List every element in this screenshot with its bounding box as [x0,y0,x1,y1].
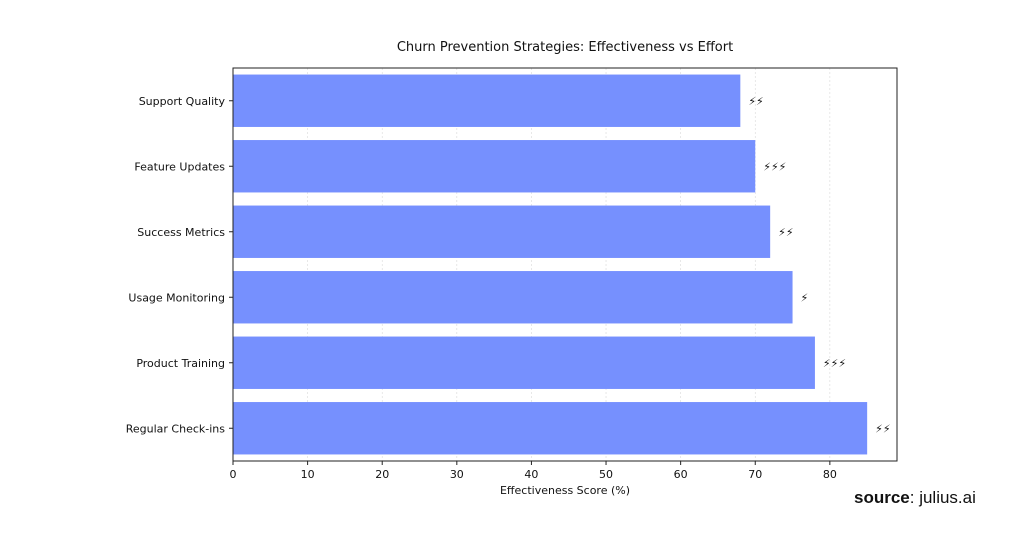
effort-labels: ⚡⚡⚡⚡⚡⚡⚡⚡⚡⚡⚡⚡⚡ [748,95,890,436]
effort-label: ⚡⚡ [875,422,890,435]
y-tick-label: Regular Check-ins [126,422,226,435]
source-credit: source: julius.ai [854,488,976,508]
y-tick-label: Product Training [136,357,225,370]
y-tick-label: Feature Updates [134,160,225,173]
x-axis-ticks: 0 10 20 30 40 50 60 70 80 [230,461,837,481]
y-tick-label: Usage Monitoring [128,291,225,304]
x-tick-label: 30 [450,468,464,481]
x-tick-label: 40 [524,468,538,481]
effort-label: ⚡⚡ [778,226,793,239]
source-text: : julius.ai [909,488,976,507]
effort-label: ⚡⚡⚡ [823,357,846,370]
y-axis-ticks: Support Quality Feature Updates Success Me… [126,95,233,435]
x-tick-label: 70 [748,468,762,481]
x-tick-label: 50 [599,468,613,481]
bar [233,271,793,324]
x-tick-label: 0 [230,468,237,481]
effort-label: ⚡⚡ [748,95,763,108]
bars [233,74,868,455]
plot-frame [232,67,898,462]
effort-label: ⚡ [801,291,809,304]
bar [233,205,771,258]
y-tick-label: Support Quality [139,95,226,108]
x-tick-label: 60 [674,468,688,481]
x-tick-label: 80 [823,468,837,481]
effort-label: ⚡⚡⚡ [763,160,786,173]
source-label: source [854,488,910,507]
x-axis-label: Effectiveness Score (%) [500,484,630,497]
grid-lines [232,68,831,461]
x-tick-label: 20 [375,468,389,481]
bar [233,74,741,127]
bar [233,402,868,455]
y-tick-label: Success Metrics [137,226,225,239]
x-tick-label: 10 [301,468,315,481]
bar [233,140,756,193]
chart-title: Churn Prevention Strategies: Effectivene… [397,40,733,55]
bar [233,336,815,389]
